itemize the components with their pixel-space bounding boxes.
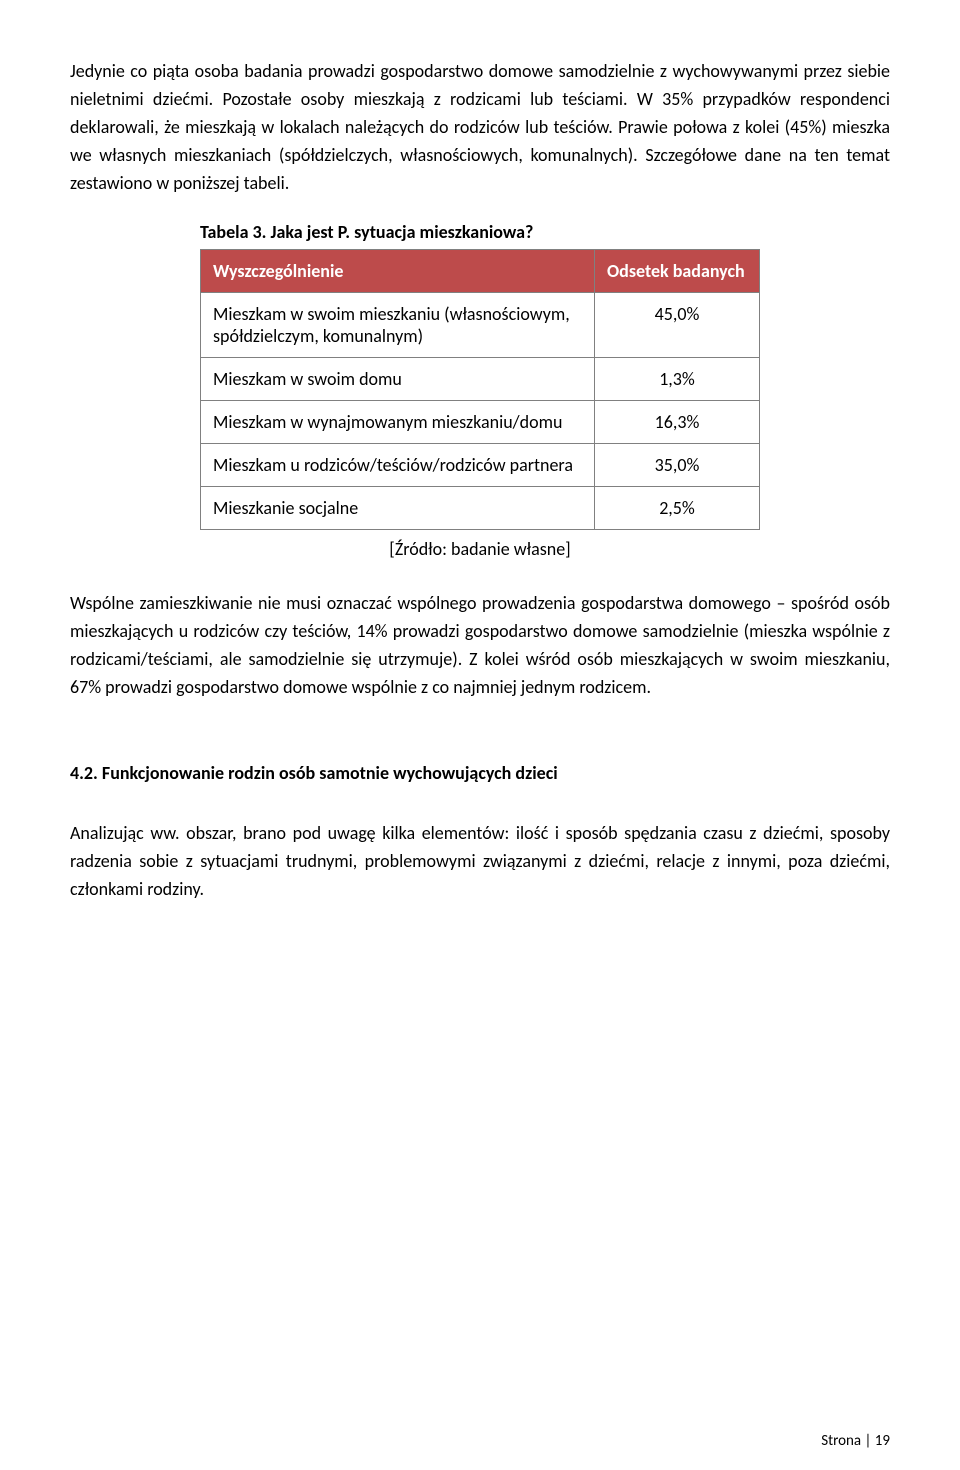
row-value: 2,5%	[595, 487, 760, 530]
table-row: Mieszkam w swoim mieszkaniu (własnościow…	[201, 293, 760, 358]
row-value: 16,3%	[595, 401, 760, 444]
row-label: Mieszkam w wynajmowanym mieszkaniu/domu	[201, 401, 595, 444]
col-header-label: Wyszczególnienie	[201, 250, 595, 293]
document-page: Jedynie co piąta osoba badania prowadzi …	[0, 0, 960, 1470]
row-value: 35,0%	[595, 444, 760, 487]
paragraph-2: Wspólne zamieszkiwanie nie musi oznaczać…	[70, 590, 890, 702]
paragraph-3: Analizując ww. obszar, brano pod uwagę k…	[70, 820, 890, 904]
row-value: 45,0%	[595, 293, 760, 358]
row-label: Mieszkam u rodziców/teściów/rodziców par…	[201, 444, 595, 487]
table-container: Tabela 3. Jaka jest P. sytuacja mieszkan…	[200, 221, 760, 530]
row-label: Mieszkanie socjalne	[201, 487, 595, 530]
table-row: Mieszkam u rodziców/teściów/rodziców par…	[201, 444, 760, 487]
table-source: [Źródło: badanie własne]	[70, 538, 890, 560]
col-header-value: Odsetek badanych	[595, 250, 760, 293]
table-row: Mieszkanie socjalne 2,5%	[201, 487, 760, 530]
housing-table: Wyszczególnienie Odsetek badanych Mieszk…	[200, 249, 760, 530]
row-label: Mieszkam w swoim mieszkaniu (własnościow…	[201, 293, 595, 358]
table-title: Tabela 3. Jaka jest P. sytuacja mieszkan…	[200, 221, 760, 243]
row-label: Mieszkam w swoim domu	[201, 358, 595, 401]
intro-paragraph: Jedynie co piąta osoba badania prowadzi …	[70, 58, 890, 197]
row-value: 1,3%	[595, 358, 760, 401]
table-row: Mieszkam w wynajmowanym mieszkaniu/domu …	[201, 401, 760, 444]
table-row: Mieszkam w swoim domu 1,3%	[201, 358, 760, 401]
page-footer: Strona | 19	[821, 1432, 890, 1450]
section-heading: 4.2. Funkcjonowanie rodzin osób samotnie…	[70, 762, 890, 784]
